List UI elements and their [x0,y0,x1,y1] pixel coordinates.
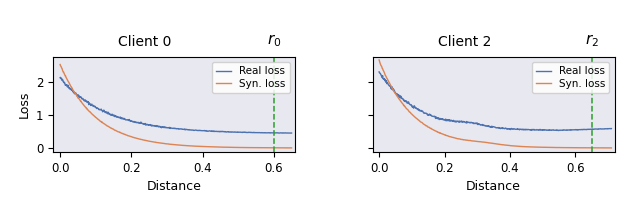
Syn. loss [606,147,613,149]
Real loss [550,129,558,131]
Line: Syn. loss: Syn. loss [60,64,291,148]
Real loss [211,130,218,133]
Syn. loss [550,146,558,149]
Syn. loss [435,131,442,134]
Real loss [97,108,105,110]
Y-axis label: Loss: Loss [17,91,30,118]
Real loss [555,129,562,132]
Syn. loss [161,142,168,145]
Syn. loss [231,146,238,149]
Real loss [530,129,538,131]
Text: Client 2: Client 2 [438,35,491,49]
Legend: Real loss, Syn. loss: Real loss, Syn. loss [532,62,610,93]
Real loss [376,71,383,73]
Text: $r_0$: $r_0$ [266,32,281,49]
Legend: Real loss, Syn. loss: Real loss, Syn. loss [212,62,290,93]
Text: $r_2$: $r_2$ [585,32,598,49]
Syn. loss [480,141,488,143]
Real loss [435,117,442,120]
Syn. loss [288,147,295,149]
Syn. loss [416,120,424,123]
Syn. loss [56,63,64,66]
Real loss [288,132,295,134]
Syn. loss [530,146,538,148]
Syn. loss [211,146,218,148]
Syn. loss [97,121,105,123]
Real loss [278,132,286,134]
Line: Syn. loss: Syn. loss [379,60,612,148]
Syn. loss [512,145,520,147]
X-axis label: Distance: Distance [466,180,521,193]
Real loss [161,126,168,129]
Syn. loss [286,147,293,149]
Syn. loss [116,131,124,134]
Line: Real loss: Real loss [60,78,291,133]
Real loss [56,76,64,79]
Real loss [480,124,488,127]
Real loss [512,128,520,131]
Real loss [608,127,615,130]
Real loss [231,131,238,133]
Syn. loss [193,145,200,147]
X-axis label: Distance: Distance [147,180,202,193]
Real loss [116,116,124,119]
Real loss [193,129,200,132]
Real loss [416,109,424,112]
Text: Client 0: Client 0 [119,35,172,49]
Syn. loss [376,59,383,61]
Line: Real loss: Real loss [379,72,612,131]
Syn. loss [608,147,615,149]
